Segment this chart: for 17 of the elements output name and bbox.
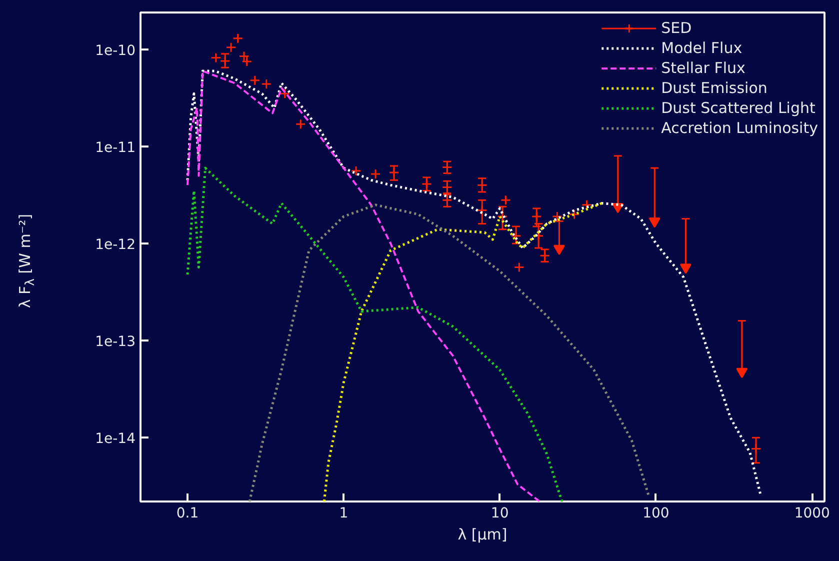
legend-label: Accretion Luminosity — [661, 119, 818, 137]
x-tick-label: 1000 — [794, 506, 830, 522]
x-tick-label: 10 — [490, 506, 509, 522]
x-tick-label: 100 — [642, 506, 670, 522]
legend-label: Stellar Flux — [661, 59, 746, 77]
y-tick-label: 1e-12 — [95, 237, 136, 254]
legend-label: SED — [661, 19, 692, 37]
legend-label: Model Flux — [661, 39, 742, 57]
y-tick-label: 1e-10 — [95, 42, 136, 59]
x-tick-label: 1 — [339, 506, 348, 522]
legend-label: Dust Scattered Light — [661, 99, 816, 117]
y-tick-label: 1e-11 — [95, 140, 136, 156]
y-tick-label: 1e-14 — [95, 431, 136, 448]
x-axis-title: λ [μm] — [458, 526, 508, 544]
legend-label: Dust Emission — [661, 79, 768, 97]
x-tick-label: 0.1 — [176, 506, 199, 522]
y-tick-label: 1e-13 — [95, 334, 136, 350]
